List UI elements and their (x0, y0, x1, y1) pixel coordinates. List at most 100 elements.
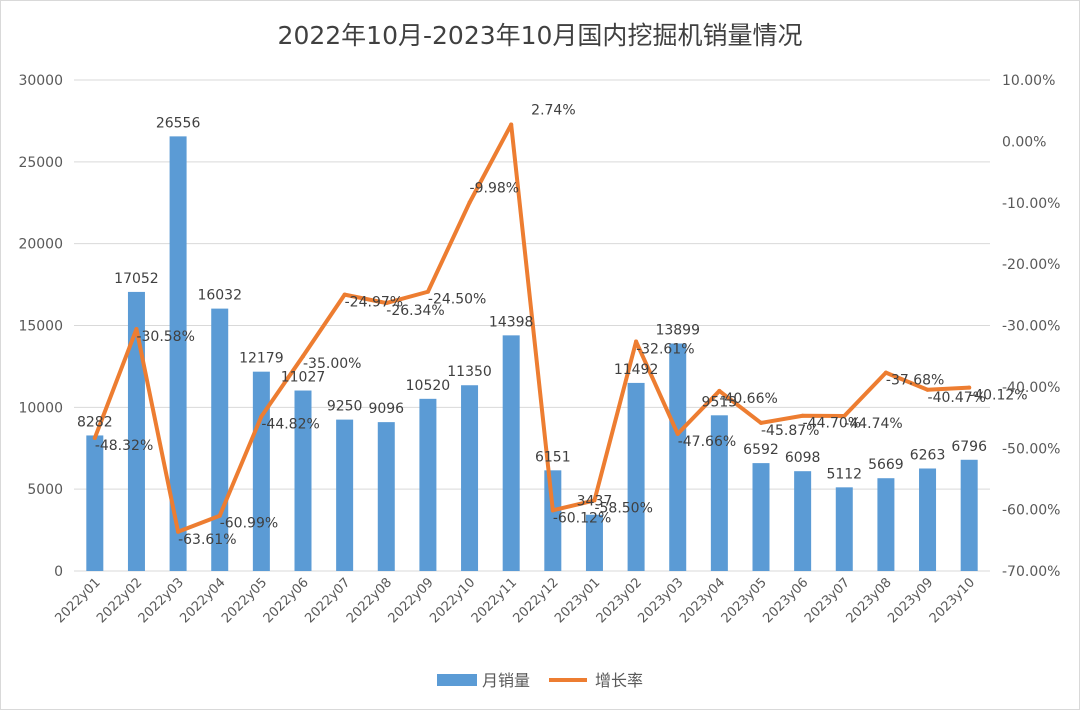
bar-series (86, 136, 978, 571)
growth-point-2022y04 (217, 513, 222, 518)
bar-value-label: 26556 (156, 115, 201, 131)
growth-point-2023y07 (842, 413, 847, 418)
growth-point-2023y09 (925, 387, 930, 392)
growth-value-label: -44.70% (803, 416, 861, 432)
growth-value-label: -35.00% (303, 356, 361, 372)
growth-point-2022y02 (134, 327, 139, 332)
bar-value-label: 16032 (197, 288, 242, 304)
growth-value-label: -9.98% (470, 181, 520, 197)
growth-value-label: -44.74% (844, 416, 902, 432)
bar-2022y09 (419, 398, 437, 571)
growth-value-label: -48.32% (95, 438, 153, 454)
bar-2023y10 (960, 459, 978, 571)
bar-value-label: 6263 (910, 447, 946, 463)
y-left-tick-label: 5000 (27, 482, 63, 498)
y-right-tick-label: -30.00% (1002, 319, 1060, 335)
y-right-tick-label: -20.00% (1002, 257, 1060, 273)
legend-bar-label: 月销量 (482, 671, 530, 690)
bar-2023y01 (585, 514, 603, 571)
growth-value-label: -40.12% (969, 388, 1027, 404)
growth-point-2023y08 (883, 370, 888, 375)
bar-2022y11 (502, 335, 520, 571)
y-right-tick-label: -50.00% (1002, 441, 1060, 457)
growth-value-label: -45.87% (761, 423, 819, 439)
growth-point-2023y04 (717, 388, 722, 393)
growth-point-2022y10 (467, 200, 472, 205)
growth-value-label: -60.12% (553, 510, 611, 526)
bar-2023y03 (669, 343, 687, 571)
y-left-tick-label: 30000 (18, 73, 63, 89)
y-left-tick-label: 15000 (18, 319, 63, 335)
bar-value-label: 17052 (114, 271, 159, 287)
bar-value-label: 11492 (614, 362, 659, 378)
growth-point-2022y09 (425, 289, 430, 294)
growth-point-2023y02 (634, 339, 639, 344)
growth-point-2022y05 (259, 414, 264, 419)
growth-point-2023y05 (759, 420, 763, 425)
bar-value-label: 3437 (577, 494, 613, 510)
bar-value-label: 9513 (702, 394, 738, 410)
y-right-tick-label: 10.00% (1002, 73, 1055, 89)
growth-point-2022y01 (92, 435, 97, 440)
y-right-tick-label: -40.00% (1002, 380, 1060, 396)
y-right-tick-label: -60.00% (1002, 503, 1060, 519)
growth-point-2023y10 (967, 385, 972, 390)
y-right-tick-label: -10.00% (1002, 196, 1060, 212)
bar-value-label: 11027 (281, 370, 326, 386)
y-right-tick-label: 0.00% (1002, 134, 1046, 150)
legend-line-label: 增长率 (595, 671, 643, 690)
bar-value-label: 5669 (868, 457, 904, 473)
growth-point-2022y03 (176, 529, 181, 534)
bar-2022y06 (294, 390, 312, 571)
bar-value-label: 12179 (239, 351, 284, 367)
bar-2022y01 (86, 435, 104, 571)
bar-2023y08 (877, 478, 895, 571)
growth-value-label: -44.82% (261, 416, 319, 432)
bar-2022y02 (127, 291, 145, 571)
bar-2023y05 (752, 463, 770, 571)
growth-point-2022y11 (509, 122, 514, 127)
bar-2022y05 (252, 371, 270, 571)
growth-value-label: -37.68% (886, 373, 944, 389)
bar-value-label: 6151 (535, 449, 571, 465)
y-left-tick-label: 0 (54, 564, 63, 580)
y-left-tick-label: 20000 (18, 237, 63, 253)
bar-value-label: 8282 (77, 414, 113, 430)
bar-value-label: 6592 (743, 442, 779, 458)
chart-title: 2022年10月-2023年10月国内挖掘机销量情况 (278, 21, 803, 50)
bar-2022y08 (377, 422, 395, 571)
bar-value-label: 9250 (327, 399, 363, 415)
bar-2022y12 (544, 470, 562, 571)
growth-point-2022y06 (301, 354, 305, 359)
growth-value-label: -60.99% (220, 516, 278, 532)
x-tick-label: 2023y10 (927, 575, 978, 626)
growth-value-label: -63.61% (178, 532, 236, 548)
legend-bar-swatch (437, 674, 477, 686)
growth-value-label: -40.47% (928, 390, 986, 406)
growth-point-2022y12 (550, 508, 555, 513)
growth-line (92, 122, 972, 534)
y-left-tick-label: 25000 (18, 155, 63, 171)
growth-point-2023y03 (675, 431, 680, 436)
growth-value-label: -30.58% (136, 329, 194, 345)
bar-value-label: 5112 (826, 466, 862, 482)
growth-value-label: -24.50% (428, 292, 486, 308)
bar-value-label: 14398 (489, 314, 534, 330)
growth-value-label: -26.34% (386, 303, 444, 319)
bar-value-label: 10520 (406, 378, 451, 394)
bar-value-label: 6098 (785, 450, 821, 466)
bar-2022y03 (169, 136, 187, 571)
bar-2023y09 (919, 468, 937, 571)
growth-value-label: -58.50% (594, 500, 652, 516)
growth-value-label: -40.66% (719, 391, 777, 407)
bar-2023y02 (627, 382, 645, 571)
growth-point-2023y06 (800, 413, 805, 418)
growth-value-label: -47.66% (678, 434, 736, 450)
growth-point-2023y01 (592, 498, 597, 503)
bar-value-label: 13899 (655, 323, 700, 339)
y-right-tick-label: -70.00% (1002, 564, 1060, 580)
bar-2023y04 (710, 415, 728, 571)
growth-line-series (92, 122, 972, 534)
